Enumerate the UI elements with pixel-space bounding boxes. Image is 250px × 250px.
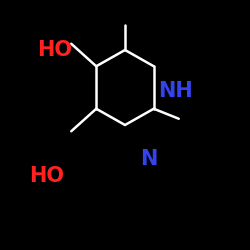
Text: NH: NH	[158, 81, 192, 101]
Text: HO: HO	[38, 40, 72, 60]
Text: N: N	[140, 149, 158, 169]
Text: HO: HO	[29, 166, 64, 186]
